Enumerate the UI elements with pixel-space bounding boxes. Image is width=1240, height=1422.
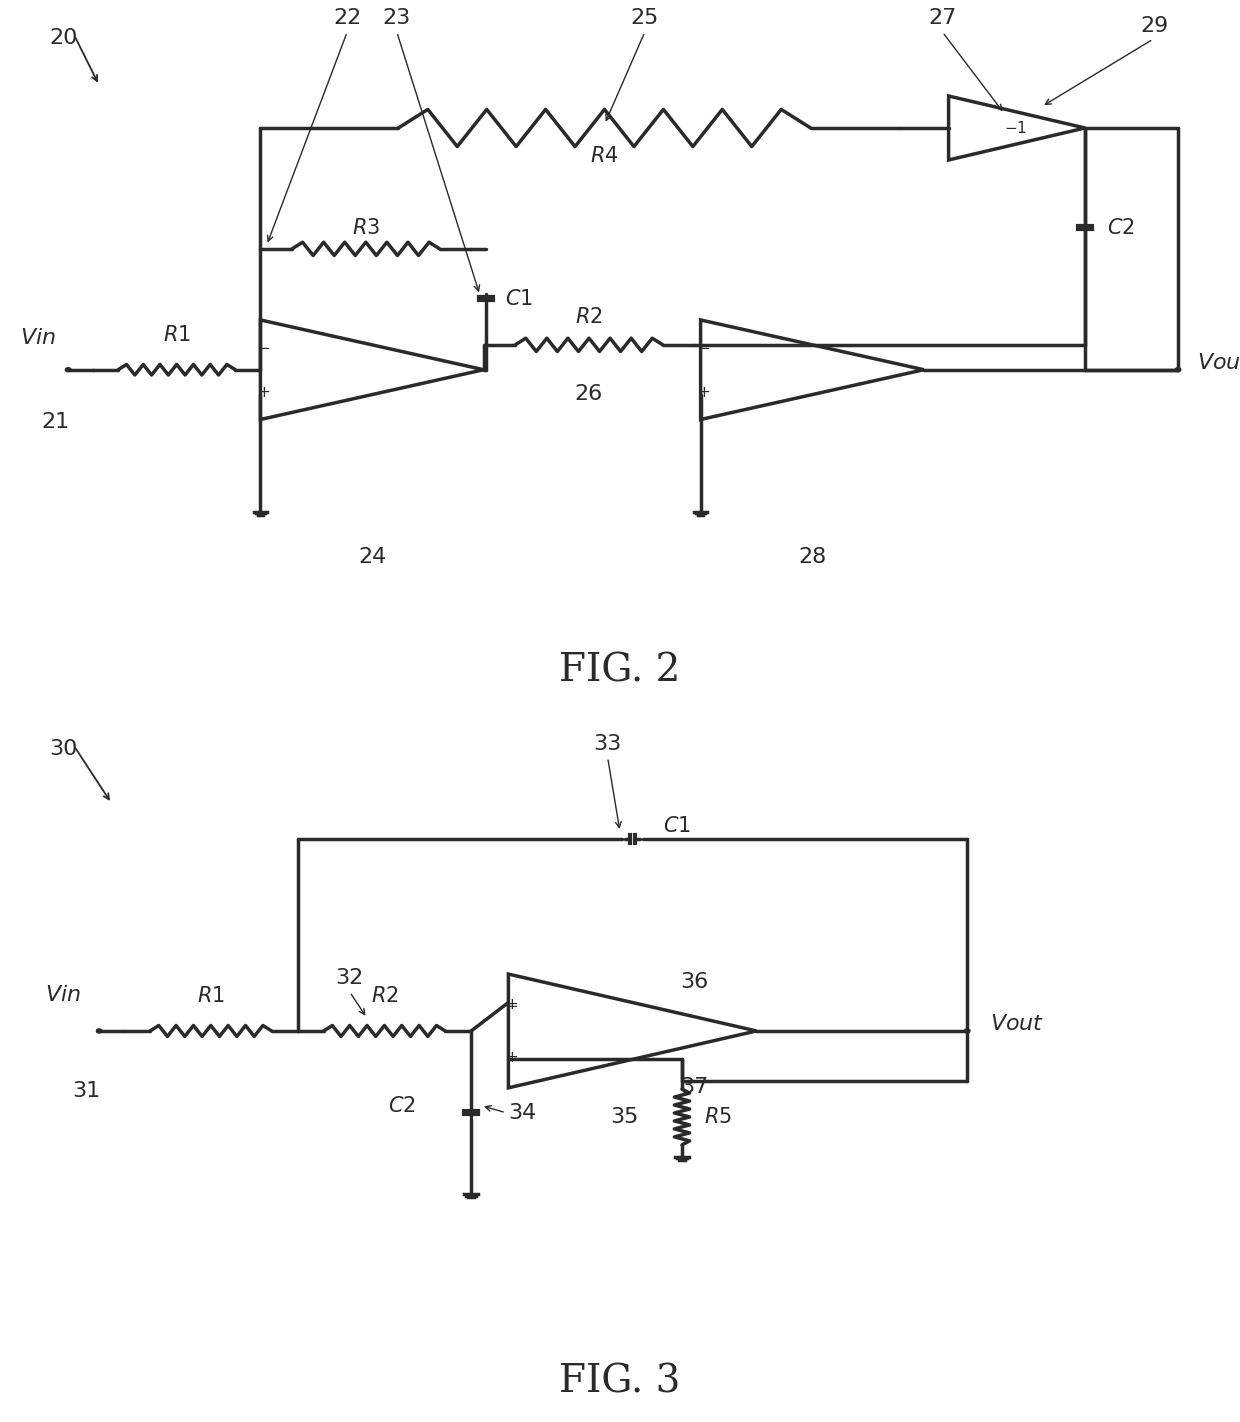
Text: $R4$: $R4$ [590,146,619,166]
Text: $C1$: $C1$ [505,289,533,309]
Text: $-$: $-$ [505,1049,518,1065]
Text: $-$: $-$ [257,340,270,354]
Text: 37: 37 [681,1078,708,1098]
Text: $R5$: $R5$ [704,1106,732,1128]
Text: 27: 27 [929,9,956,28]
Text: $Vout$: $Vout$ [1197,353,1240,373]
Text: $-1$: $-1$ [1004,119,1027,137]
Text: $Vin$: $Vin$ [45,985,81,1005]
Text: $+$: $+$ [505,997,517,1012]
Text: $-$: $-$ [697,340,711,354]
Text: $Vout$: $Vout$ [990,1014,1044,1034]
Text: 28: 28 [799,547,826,567]
Text: 20: 20 [50,28,78,48]
Text: 31: 31 [73,1081,100,1101]
Text: $R3$: $R3$ [352,218,379,237]
Text: $+$: $+$ [505,1049,517,1065]
Text: 30: 30 [50,739,78,759]
Text: $+$: $+$ [697,385,709,400]
Text: 26: 26 [575,384,603,404]
Text: $C2$: $C2$ [388,1095,415,1116]
Text: 36: 36 [681,971,708,993]
Text: $R2$: $R2$ [371,985,398,1007]
Text: FIG. 2: FIG. 2 [559,653,681,690]
Text: 29: 29 [1141,16,1169,36]
Text: $R1$: $R1$ [162,324,191,346]
Text: 35: 35 [610,1106,639,1128]
Text: 22: 22 [334,9,361,28]
Text: 32: 32 [336,968,363,988]
Text: 33: 33 [594,734,621,754]
Text: $Vin$: $Vin$ [20,327,56,348]
Text: FIG. 3: FIG. 3 [559,1364,681,1401]
Text: $-$: $-$ [505,997,518,1012]
Text: 34: 34 [508,1102,537,1123]
Text: $C1$: $C1$ [663,816,692,836]
Text: $R1$: $R1$ [197,985,224,1007]
Text: 24: 24 [358,547,386,567]
Text: 23: 23 [383,9,410,28]
Text: $C2$: $C2$ [1107,218,1135,237]
Text: $R2$: $R2$ [575,307,603,327]
Circle shape [681,1058,683,1061]
Text: $+$: $+$ [257,385,269,400]
Text: 25: 25 [631,9,658,28]
Text: 21: 21 [42,412,69,432]
